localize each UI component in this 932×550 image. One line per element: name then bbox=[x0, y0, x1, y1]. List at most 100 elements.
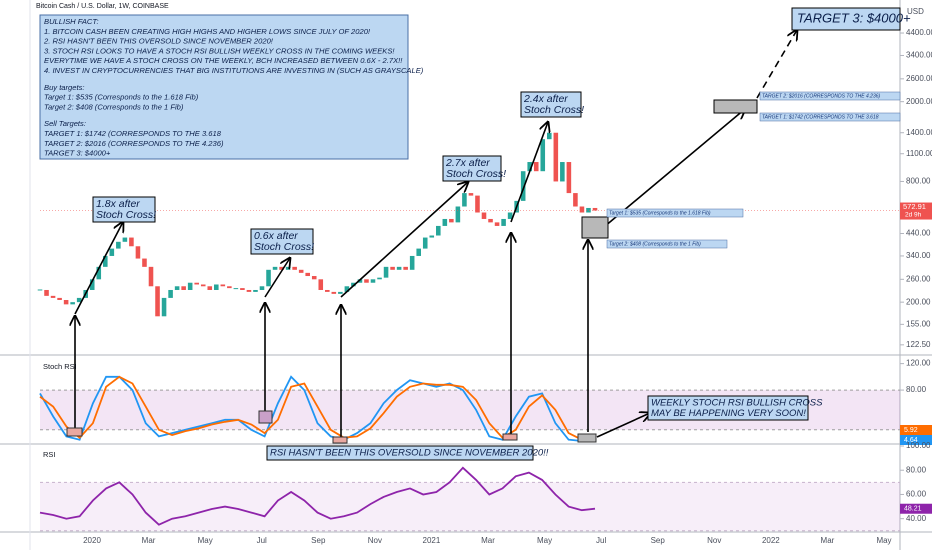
candle-body bbox=[351, 282, 356, 287]
value-tag-label: 48.21 bbox=[904, 506, 922, 513]
candle-body bbox=[57, 297, 62, 301]
candle-body bbox=[403, 266, 408, 270]
candle-body bbox=[344, 286, 350, 292]
candle-body bbox=[227, 286, 232, 289]
candle-body bbox=[161, 297, 167, 317]
value-tag bbox=[900, 425, 932, 435]
y-tick-label: 40.00 bbox=[906, 514, 927, 523]
target-note-box bbox=[606, 239, 728, 249]
target-note-box bbox=[606, 208, 744, 218]
candle-body bbox=[547, 132, 552, 140]
candle-body bbox=[214, 284, 219, 290]
candle-body bbox=[187, 282, 193, 290]
y-tick-label: 440.00 bbox=[906, 229, 931, 238]
callout-text: 1.8x after bbox=[96, 198, 140, 210]
fact-line: 2. RSI HASN'T BEEN THIS OVERSOLD SINCE N… bbox=[43, 37, 274, 46]
candle-body bbox=[246, 289, 252, 292]
candle-body bbox=[396, 266, 402, 270]
target3-box bbox=[791, 7, 901, 31]
value-tag-label: 4.64 bbox=[904, 437, 918, 444]
target-note-box bbox=[759, 112, 901, 122]
rsi-band bbox=[40, 482, 900, 531]
x-tick-label: Sep bbox=[311, 536, 326, 545]
y-tick-label: 80.00 bbox=[906, 465, 927, 474]
target-note: TARGET 1: $1742 (CORRESPONDS TO THE 3.61… bbox=[762, 114, 879, 120]
callout-text: 2.7x after bbox=[445, 157, 490, 169]
candle-body bbox=[370, 279, 376, 283]
candle-body bbox=[63, 300, 69, 305]
candle-body bbox=[305, 272, 310, 277]
stoch-note: MAY BE HAPPENING VERY SOON! bbox=[651, 408, 806, 419]
candle-body bbox=[409, 255, 415, 270]
candle-body bbox=[364, 279, 369, 283]
sell-line: TARGET 1: $1742 (CORRESPONDS TO THE 3.61… bbox=[44, 129, 222, 138]
candle-body bbox=[579, 206, 585, 213]
candle-body bbox=[89, 279, 95, 290]
candle-body bbox=[181, 286, 186, 290]
candle-body bbox=[462, 193, 467, 207]
value-tag-label: 5.92 bbox=[904, 427, 918, 434]
candle-body bbox=[377, 277, 382, 280]
candle-body bbox=[292, 266, 297, 270]
candle-body bbox=[311, 276, 317, 280]
candle-body bbox=[37, 289, 43, 291]
x-tick-label: 2020 bbox=[83, 536, 101, 545]
callout-text: 0.6x after bbox=[254, 230, 298, 242]
candle-body bbox=[390, 266, 395, 270]
candle-body bbox=[259, 286, 265, 290]
candle-body bbox=[50, 295, 56, 298]
candle-body bbox=[566, 162, 572, 194]
fact-box bbox=[39, 14, 409, 160]
candle-body bbox=[44, 289, 49, 296]
countdown-label: 2d 9h bbox=[905, 212, 922, 219]
y-tick-label: 340.00 bbox=[906, 251, 931, 260]
x-tick-label: Nov bbox=[707, 536, 721, 545]
x-tick-label: 2021 bbox=[423, 536, 441, 545]
candle-body bbox=[436, 225, 441, 236]
pane-title: Stoch RSI bbox=[43, 362, 77, 371]
candle-body bbox=[533, 162, 539, 172]
candle-body bbox=[475, 195, 480, 213]
stoch-note: WEEKLY STOCH RSI BULLISH CROSS bbox=[651, 398, 823, 409]
candle-body bbox=[429, 235, 435, 238]
currency-label: USD bbox=[907, 7, 924, 16]
candle-body bbox=[586, 207, 591, 213]
y-tick-label: 60.00 bbox=[906, 490, 927, 499]
y-tick-label: 80.00 bbox=[906, 385, 927, 394]
callout-text: Stoch Cross! bbox=[254, 241, 314, 253]
y-tick-label: 1400.00 bbox=[906, 128, 932, 137]
y-tick-label: 260.00 bbox=[906, 274, 931, 283]
y-tick-label: 2600.00 bbox=[906, 74, 932, 83]
y-tick-label: 800.00 bbox=[906, 177, 931, 186]
last-price-label: 572.91 bbox=[903, 202, 926, 211]
candle-body bbox=[422, 237, 428, 249]
callout-text: Stoch Cross! bbox=[96, 209, 156, 221]
candle-body bbox=[442, 218, 448, 226]
fact-line: 4. INVEST IN CRYPTOCURRENCIES THAT BIG I… bbox=[44, 66, 424, 75]
symbol-title: Bitcoin Cash / U.S. Dollar, 1W, COINBASE bbox=[36, 3, 169, 10]
candle-body bbox=[76, 297, 82, 303]
candle-body bbox=[455, 206, 461, 223]
value-tag bbox=[900, 503, 932, 514]
candle-body bbox=[96, 266, 102, 280]
target-note: TARGET 2: $2016 (CORRESPONDS TO THE 4.23… bbox=[762, 93, 881, 99]
candle-body bbox=[103, 255, 108, 267]
candle-body bbox=[318, 279, 324, 290]
candle-body bbox=[233, 288, 239, 290]
last-price-tag bbox=[900, 202, 932, 220]
candle-body bbox=[200, 284, 206, 287]
candle-body bbox=[573, 193, 578, 207]
pane-title: RSI bbox=[43, 450, 56, 459]
candle-body bbox=[253, 289, 258, 292]
candle-body bbox=[155, 286, 160, 317]
candle-body bbox=[468, 193, 474, 196]
y-tick-label: 120.00 bbox=[906, 359, 931, 368]
candle-body bbox=[481, 212, 487, 219]
y-tick-label: 4400.00 bbox=[906, 28, 932, 37]
buy-line: Target 1: $535 (Corresponds to the 1.618… bbox=[44, 93, 199, 102]
callout-text: Stoch Cross! bbox=[446, 168, 506, 180]
candle-body bbox=[540, 139, 546, 172]
callout-box bbox=[250, 228, 314, 255]
value-tag bbox=[900, 435, 932, 445]
x-tick-label: May bbox=[198, 536, 213, 545]
